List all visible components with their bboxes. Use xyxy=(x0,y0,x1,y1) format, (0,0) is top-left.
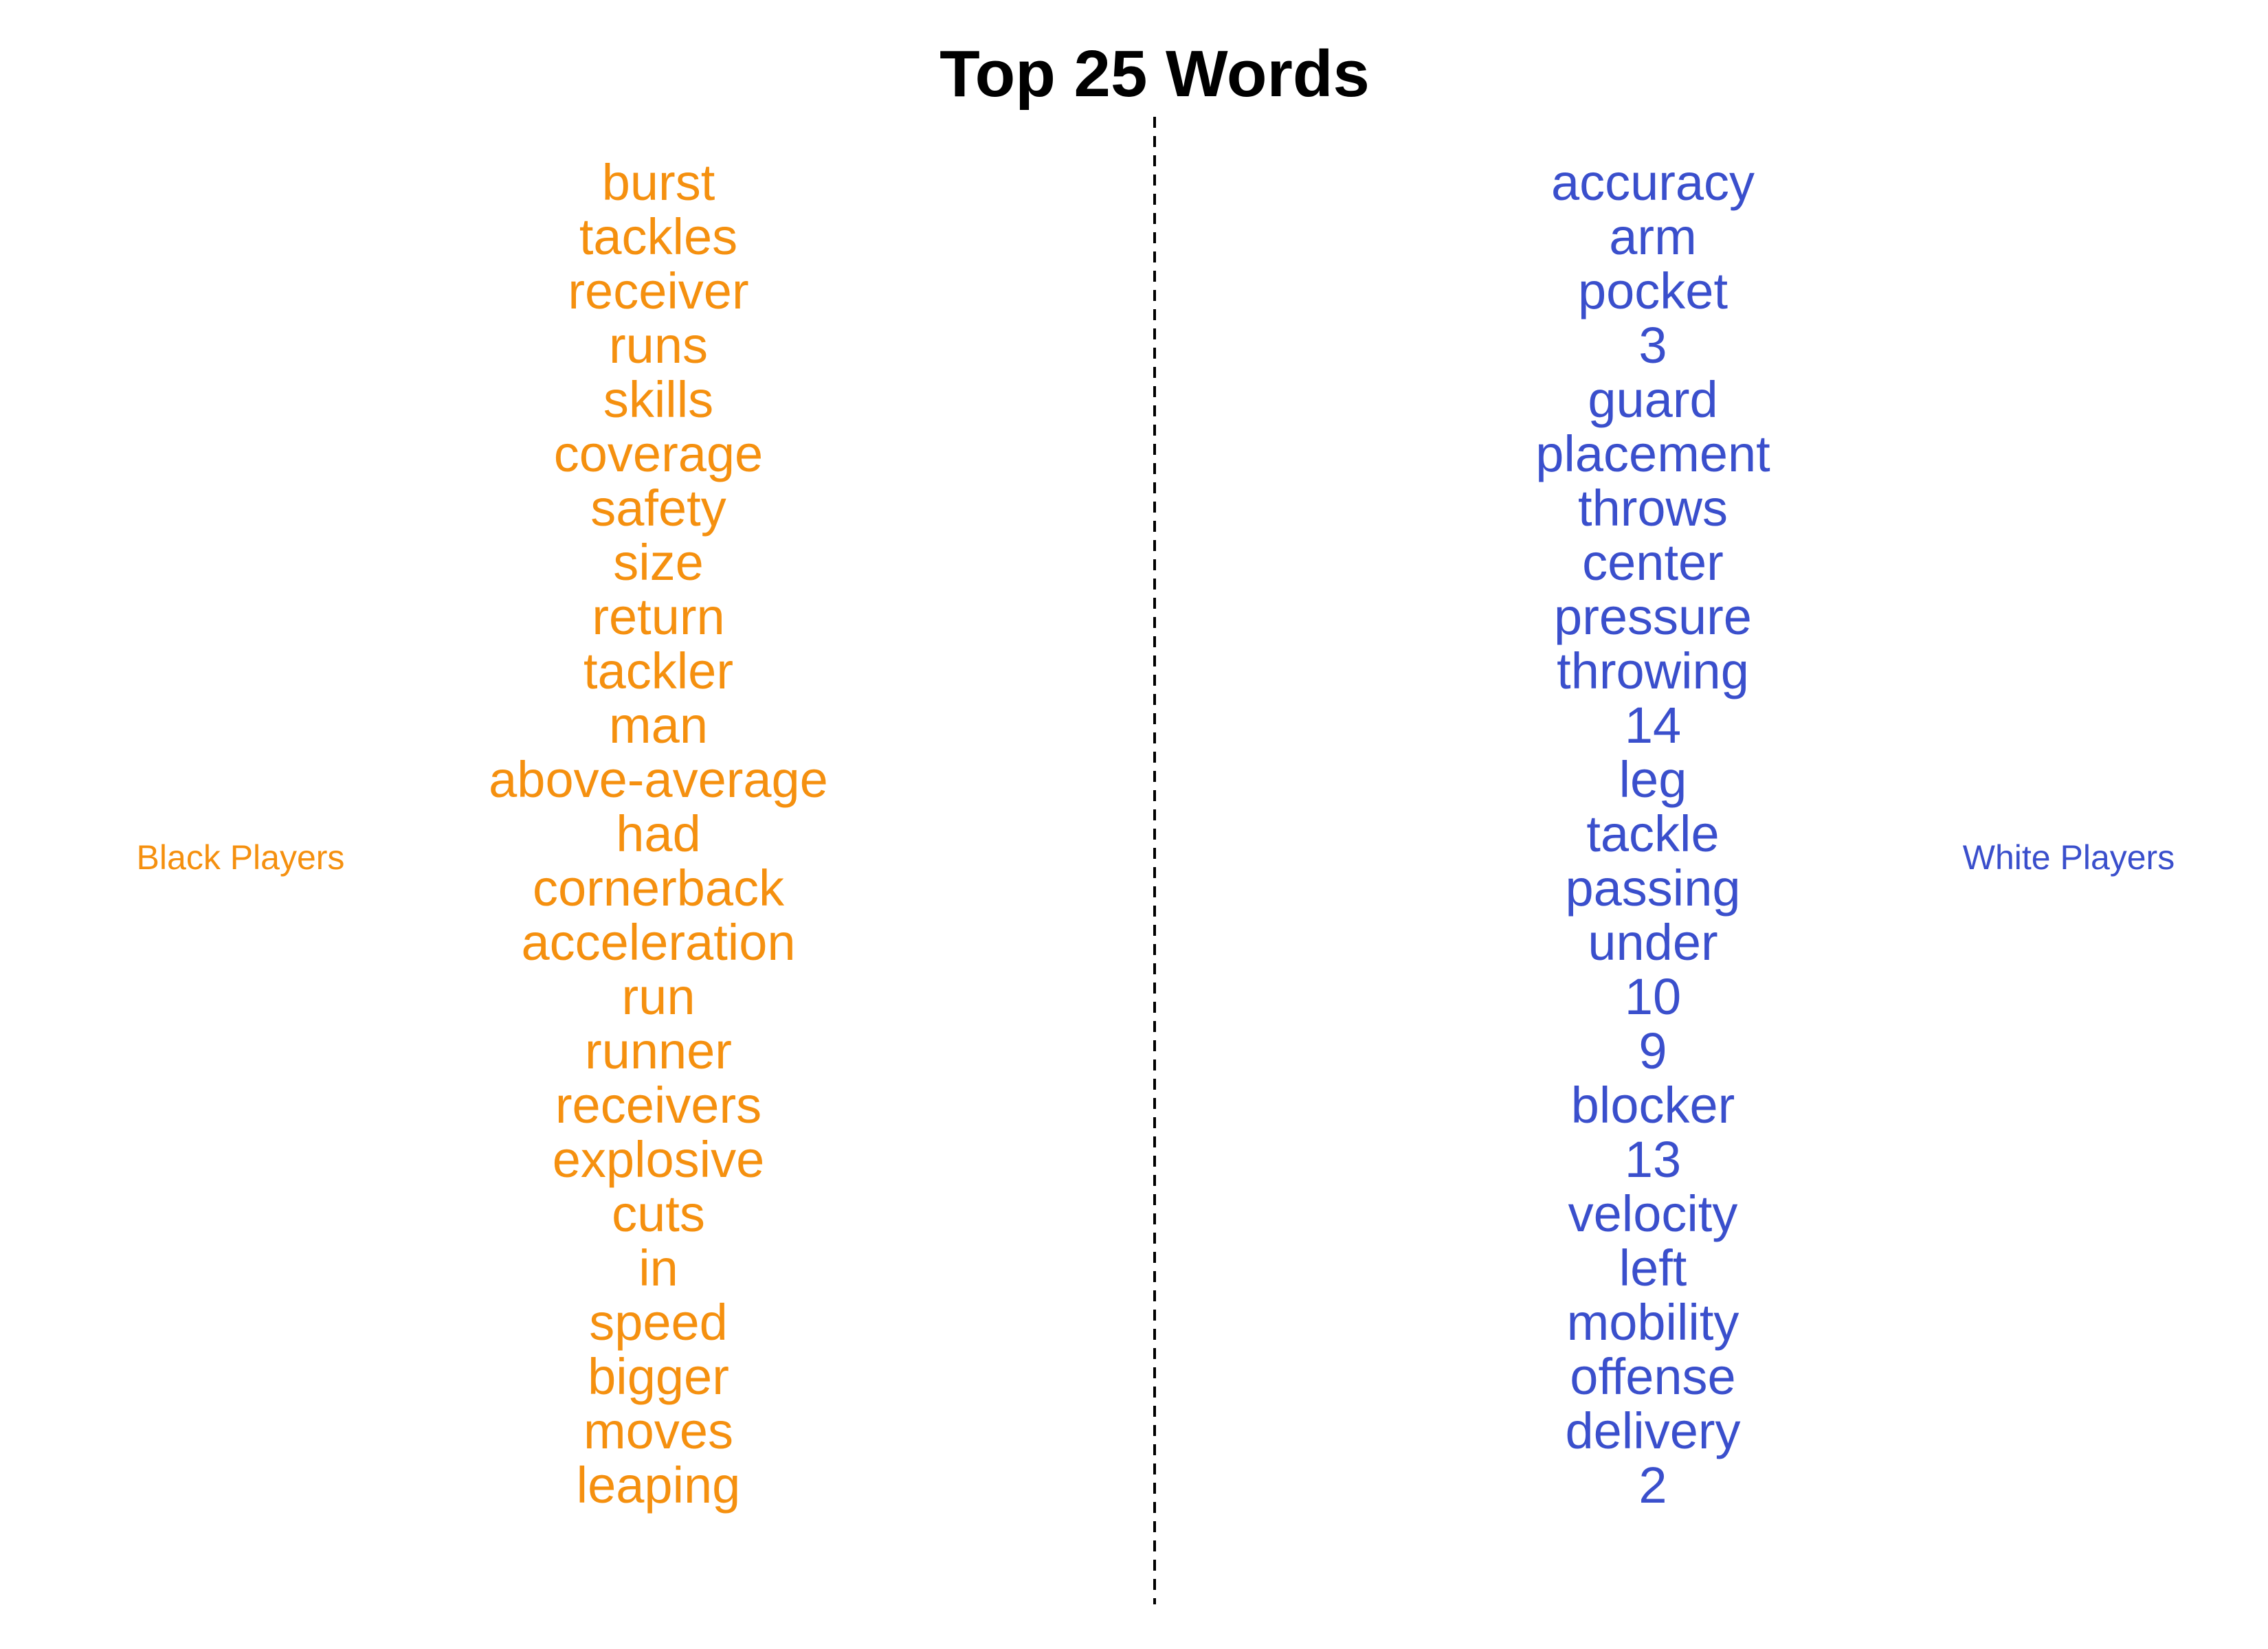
black-word-1: burst xyxy=(602,154,715,211)
white-word-13: tackle xyxy=(1586,805,1719,862)
white-word-20: velocity xyxy=(1568,1185,1738,1242)
white-word-3: pocket xyxy=(1578,262,1728,319)
white-word-2: arm xyxy=(1609,208,1696,265)
white-word-24: delivery xyxy=(1566,1402,1741,1459)
white-word-21: left xyxy=(1619,1239,1687,1297)
white-word-1: accuracy xyxy=(1551,154,1755,211)
black-word-5: skills xyxy=(603,371,713,428)
white-word-7: throws xyxy=(1578,480,1728,537)
white-word-16: 10 xyxy=(1625,968,1681,1025)
white-word-14: passing xyxy=(1565,860,1740,917)
white-word-19: 13 xyxy=(1625,1131,1681,1188)
black-word-19: explosive xyxy=(553,1131,765,1188)
black-word-22: speed xyxy=(589,1294,728,1351)
black-players-label: Black Players xyxy=(137,838,345,877)
white-word-15: under xyxy=(1588,914,1717,971)
white-word-11: 14 xyxy=(1625,697,1681,754)
white-word-12: leg xyxy=(1619,751,1687,808)
white-word-8: center xyxy=(1582,534,1724,591)
black-word-24: moves xyxy=(583,1402,733,1459)
white-players-label: White Players xyxy=(1963,838,2175,877)
white-word-9: pressure xyxy=(1554,588,1752,645)
black-word-6: coverage xyxy=(554,425,763,482)
black-word-18: receivers xyxy=(555,1077,761,1134)
black-word-20: cuts xyxy=(612,1185,705,1242)
black-word-17: runner xyxy=(585,1022,732,1079)
white-word-6: placement xyxy=(1535,425,1770,482)
black-word-4: runs xyxy=(609,317,708,374)
white-word-18: blocker xyxy=(1571,1077,1735,1134)
chart-title: Top 25 Words xyxy=(940,37,1370,111)
black-word-12: above-average xyxy=(489,751,828,808)
black-players-word-list: bursttacklesreceiverrunsskillscoveragesa… xyxy=(489,154,828,1514)
black-word-25: leaping xyxy=(577,1457,741,1514)
black-word-8: size xyxy=(613,534,704,591)
black-word-3: receiver xyxy=(568,262,748,319)
white-word-22: mobility xyxy=(1567,1294,1739,1351)
black-word-11: man xyxy=(609,697,708,754)
black-word-23: bigger xyxy=(588,1348,729,1405)
black-word-2: tackles xyxy=(579,208,737,265)
white-word-25: 2 xyxy=(1638,1457,1667,1514)
black-word-21: in xyxy=(638,1239,678,1297)
white-word-23: offense xyxy=(1570,1348,1735,1405)
black-word-7: safety xyxy=(590,480,726,537)
white-word-17: 9 xyxy=(1638,1022,1667,1079)
white-word-4: 3 xyxy=(1638,317,1667,374)
white-word-5: guard xyxy=(1588,371,1717,428)
black-word-14: cornerback xyxy=(533,860,785,917)
black-word-15: acceleration xyxy=(521,914,795,971)
white-word-10: throwing xyxy=(1557,642,1749,699)
black-word-10: tackler xyxy=(583,642,733,699)
black-word-13: had xyxy=(616,805,700,862)
black-word-9: return xyxy=(592,588,724,645)
black-word-16: run xyxy=(622,968,696,1025)
white-players-word-list: accuracyarmpocket3guardplacementthrowsce… xyxy=(1535,154,1770,1514)
